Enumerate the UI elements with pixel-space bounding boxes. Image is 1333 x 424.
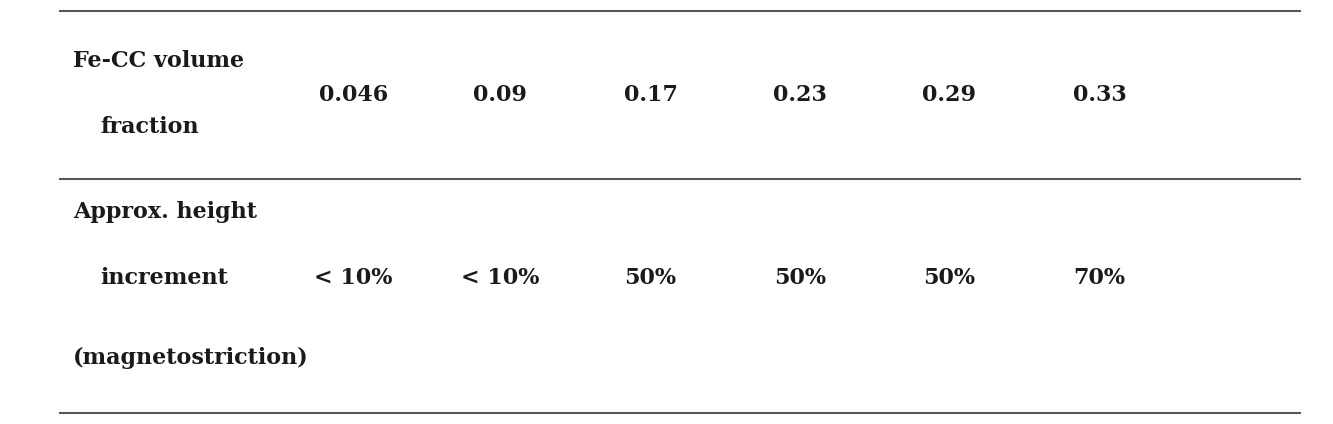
Text: (magnetostriction): (magnetostriction) <box>73 347 309 369</box>
Text: 0.17: 0.17 <box>624 84 677 106</box>
Text: 0.046: 0.046 <box>319 84 388 106</box>
Text: 0.33: 0.33 <box>1073 84 1126 106</box>
Text: < 10%: < 10% <box>461 267 539 289</box>
Text: 0.09: 0.09 <box>473 84 527 106</box>
Text: < 10%: < 10% <box>315 267 392 289</box>
Text: 50%: 50% <box>773 267 826 289</box>
Text: 0.23: 0.23 <box>773 84 826 106</box>
Text: increment: increment <box>100 267 228 289</box>
Text: Fe-CC volume: Fe-CC volume <box>73 50 244 73</box>
Text: fraction: fraction <box>100 116 199 138</box>
Text: Approx. height: Approx. height <box>73 201 257 223</box>
Text: 50%: 50% <box>624 267 677 289</box>
Text: 0.29: 0.29 <box>922 84 976 106</box>
Text: 70%: 70% <box>1073 267 1126 289</box>
Text: 50%: 50% <box>922 267 976 289</box>
